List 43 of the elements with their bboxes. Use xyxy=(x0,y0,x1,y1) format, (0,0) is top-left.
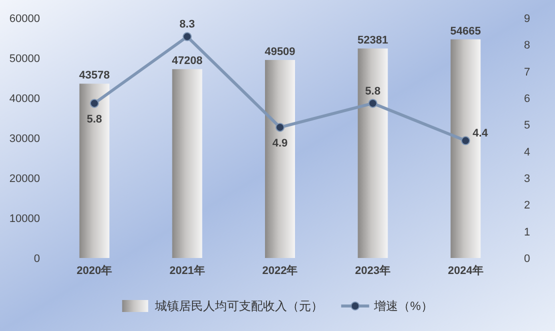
x-tick-label: 2024年 xyxy=(448,264,484,277)
x-tick-label: 2023年 xyxy=(355,264,391,277)
y-tick-label: 50000 xyxy=(9,53,40,65)
y-tick-label: 60000 xyxy=(9,13,40,25)
data-label: 5.8 xyxy=(86,113,102,126)
data-label: 54665 xyxy=(450,25,481,38)
y2-tick-label: 3 xyxy=(524,173,530,185)
y-tick-label: 20000 xyxy=(9,173,40,185)
y2-tick-label: 0 xyxy=(524,253,530,265)
x-tick-label: 2021年 xyxy=(169,264,205,277)
bar xyxy=(265,60,295,258)
bar xyxy=(79,84,110,258)
data-label: 47208 xyxy=(172,55,202,68)
legend-label: 增速（%） xyxy=(373,299,433,313)
point xyxy=(461,136,470,146)
point xyxy=(368,98,378,108)
data-label: 4.9 xyxy=(272,137,288,150)
y2-tick-label: 2 xyxy=(524,200,530,212)
y2-tick-label: 4 xyxy=(524,146,530,158)
y2-tick-label: 7 xyxy=(524,66,530,78)
legend-label: 城镇居民人均可支配收入（元） xyxy=(154,299,324,313)
y2-tick-label: 9 xyxy=(524,13,530,25)
y-tick-label: 10000 xyxy=(9,213,40,225)
point xyxy=(276,122,284,132)
y2-tick-label: 5 xyxy=(524,120,530,132)
point xyxy=(182,32,192,42)
data-label: 5.8 xyxy=(365,85,380,98)
data-label: 4.4 xyxy=(472,128,489,140)
bar xyxy=(172,69,202,258)
data-label: 49509 xyxy=(264,46,296,58)
y-tick-label: 30000 xyxy=(9,133,40,145)
x-tick-label: 2020年 xyxy=(76,264,112,277)
y2-tick-label: 6 xyxy=(524,93,530,105)
y-tick-label: 40000 xyxy=(9,93,40,105)
y2-tick-label: 1 xyxy=(524,226,530,238)
data-label: 8.3 xyxy=(180,18,195,31)
data-label: 43578 xyxy=(79,70,110,82)
data-label: 52381 xyxy=(358,34,388,46)
bar xyxy=(358,48,388,258)
point xyxy=(90,98,99,108)
y2-tick-label: 8 xyxy=(524,40,530,52)
y-tick-label: 0 xyxy=(34,253,40,265)
x-tick-label: 2022年 xyxy=(262,264,298,277)
